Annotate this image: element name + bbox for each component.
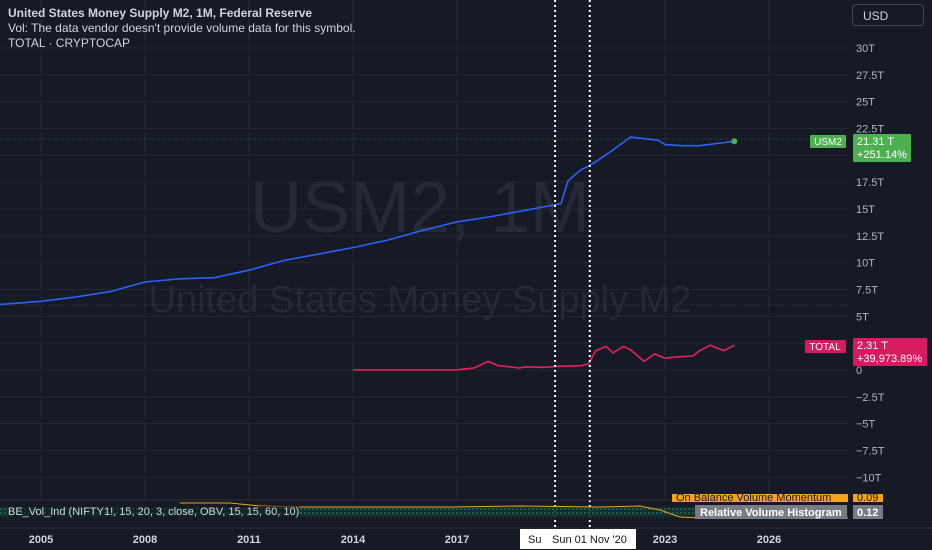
y-tick-label: −2.5T <box>856 392 885 404</box>
usm2-tag-value: 21.31 T <box>857 136 894 148</box>
indicator-hist-label: Relative Volume Histogram <box>700 507 842 519</box>
usm2-tag-name: USM2 <box>814 137 842 148</box>
currency-button[interactable]: USD <box>852 4 924 26</box>
y-tick-label: 27.5T <box>856 70 884 82</box>
y-tick-label: 12.5T <box>856 231 884 243</box>
y-tick-label: −5T <box>856 419 876 431</box>
y-tick-label: 22.5T <box>856 124 884 136</box>
legend-vol-note: Vol: The data vendor doesn't provide vol… <box>8 21 356 35</box>
x-tick-label: 2017 <box>445 534 469 546</box>
legend-compare-symbol[interactable]: TOTAL · CRYPTOCAP <box>8 36 131 50</box>
total-tag-change: +39,973.89% <box>857 353 922 365</box>
watermark-description: United States Money Supply M2 <box>149 279 692 321</box>
indicator-hist-value: 0.12 <box>857 507 878 519</box>
grid <box>0 0 848 500</box>
x-tick-label: 2014 <box>341 534 366 546</box>
usm2-tag-change: +251.14% <box>857 149 907 161</box>
crosshair-partial-date: Su <box>528 534 541 546</box>
x-axis-ticks: 2005 2008 2011 2014 2017 2023 2026 <box>29 534 781 546</box>
price-axis[interactable] <box>848 0 932 528</box>
total-price-tag: TOTAL 2.31 T +39,973.89% <box>805 338 927 366</box>
y-tick-label: 17.5T <box>856 177 884 189</box>
y-tick-label: −10T <box>856 472 882 484</box>
y-tick-label: 15T <box>856 204 875 216</box>
total-tag-name: TOTAL <box>809 342 841 353</box>
x-tick-label: 2023 <box>653 534 677 546</box>
crosshair <box>554 0 591 528</box>
indicator-partial-tag: On Balance Volume Momentum 0.09 <box>672 492 883 504</box>
total-series-line <box>353 344 735 371</box>
indicator-partial-value: 0.09 <box>857 492 878 504</box>
indicator-legend[interactable]: BE_Vol_Ind (NIFTY1!, 15, 20, 3, close, O… <box>8 506 300 518</box>
x-tick-label: 2008 <box>133 534 157 546</box>
y-tick-label: −7.5T <box>856 446 885 458</box>
x-tick-label: 2005 <box>29 534 53 546</box>
y-tick-label: 10T <box>856 258 875 270</box>
total-tag-value: 2.31 T <box>857 340 888 352</box>
legend-title[interactable]: United States Money Supply M2, 1M, Feder… <box>8 6 313 20</box>
series-layer <box>0 136 738 371</box>
y-tick-label: 25T <box>856 97 875 109</box>
indicator-partial-label: On Balance Volume Momentum <box>676 492 831 504</box>
x-tick-label: 2026 <box>757 534 781 546</box>
crosshair-date-tags: Su Sun 01 Nov '20 <box>520 529 636 549</box>
y-tick-label: 5T <box>856 311 869 323</box>
usm2-last-point <box>731 138 738 145</box>
y-tick-label: 0 <box>856 365 862 377</box>
y-tick-label: 7.5T <box>856 285 878 297</box>
usm2-price-tag: USM2 21.31 T +251.14% <box>810 134 911 162</box>
x-tick-label: 2011 <box>237 534 261 546</box>
indicator-hist-tag: Relative Volume Histogram 0.12 <box>695 505 883 519</box>
usm2-series-line <box>0 136 735 306</box>
time-axis[interactable] <box>0 528 932 550</box>
chart-legend: United States Money Supply M2, 1M, Feder… <box>8 6 356 51</box>
crosshair-date: Sun 01 Nov '20 <box>552 534 627 546</box>
y-tick-label: 30T <box>856 43 875 55</box>
